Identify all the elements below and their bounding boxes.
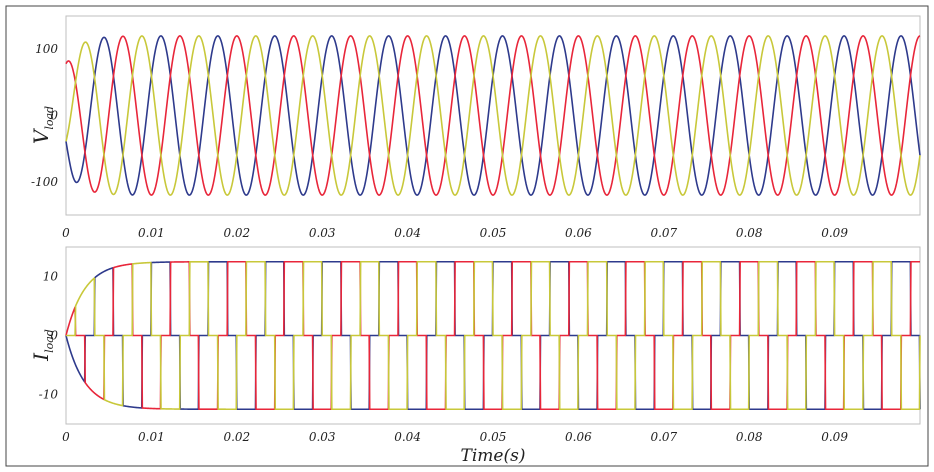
voltage-x-ticks: 0 0.01 0.02 0.03 0.04 0.05 0.06 0.07 0.08 0.09 xyxy=(62,226,848,240)
current-y-tick-label: 0 xyxy=(50,329,58,343)
voltage-x-tick-label: 0.04 xyxy=(394,226,421,240)
voltage-plot: 100 0 -100 0 0.01 0.02 0.03 0.04 0.05 0.06 0.07 0.… xyxy=(29,15,921,240)
voltage-x-tick-label: 0.09 xyxy=(821,226,848,240)
current-x-tick-label: 0.07 xyxy=(650,430,677,444)
current-series-2 xyxy=(65,260,921,411)
voltage-x-tick-label: 0.06 xyxy=(565,226,592,240)
voltage-y-tick-label: 0 xyxy=(50,109,58,123)
current-x-tick-label: 0 xyxy=(62,430,70,444)
voltage-y-label: Vload xyxy=(29,106,56,144)
voltage-x-tick-label: 0.03 xyxy=(309,226,336,240)
voltage-traces xyxy=(65,35,921,196)
current-x-tick-label: 0.02 xyxy=(223,430,250,444)
time-x-label: Time(s) xyxy=(461,446,526,466)
current-y-tick-label: -10 xyxy=(39,388,59,402)
voltage-x-tick-label: 0 xyxy=(62,226,70,240)
current-x-tick-label: 0.01 xyxy=(138,430,165,444)
current-x-tick-label: 0.08 xyxy=(736,430,763,444)
current-y-label-sub: load xyxy=(43,329,56,353)
current-x-tick-label: 0.06 xyxy=(565,430,592,444)
voltage-y-ticks: 100 0 -100 xyxy=(31,42,58,189)
voltage-y-label-sub: load xyxy=(43,106,56,130)
current-x-tick-label: 0.09 xyxy=(821,430,848,444)
voltage-y-tick-label: 100 xyxy=(35,42,58,56)
current-y-ticks: 10 0 -10 xyxy=(39,270,59,402)
voltage-plot-area xyxy=(65,15,921,216)
current-y-tick-label: 10 xyxy=(43,270,59,284)
current-plot: 10 0 -10 0 0.01 0.02 0.03 0.04 0.05 0.06 0.07 0.08… xyxy=(29,246,921,466)
voltage-x-tick-label: 0.02 xyxy=(223,226,250,240)
current-x-tick-label: 0.05 xyxy=(480,430,507,444)
voltage-y-tick-label: -100 xyxy=(31,175,58,189)
current-series-3 xyxy=(65,260,921,411)
current-y-label-main: I xyxy=(29,352,53,362)
voltage-series-3 xyxy=(65,35,921,196)
current-x-tick-label: 0.03 xyxy=(309,430,336,444)
voltage-x-tick-label: 0.07 xyxy=(650,226,677,240)
voltage-series-2 xyxy=(65,35,921,196)
current-y-label: Iload xyxy=(29,329,56,362)
voltage-x-tick-label: 0.05 xyxy=(480,226,507,240)
current-x-tick-label: 0.04 xyxy=(394,430,421,444)
current-x-ticks: 0 0.01 0.02 0.03 0.04 0.05 0.06 0.07 0.08 0.09 xyxy=(62,430,848,444)
current-traces xyxy=(65,260,921,411)
voltage-x-tick-label: 0.01 xyxy=(138,226,165,240)
figure-border xyxy=(5,5,929,467)
voltage-y-label-main: V xyxy=(29,127,53,144)
voltage-x-tick-label: 0.08 xyxy=(736,226,763,240)
